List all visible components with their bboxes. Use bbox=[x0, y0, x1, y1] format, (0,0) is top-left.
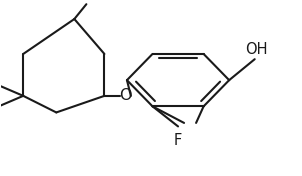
Text: O: O bbox=[119, 88, 132, 103]
Text: F: F bbox=[174, 133, 182, 148]
Text: OH: OH bbox=[245, 42, 268, 56]
